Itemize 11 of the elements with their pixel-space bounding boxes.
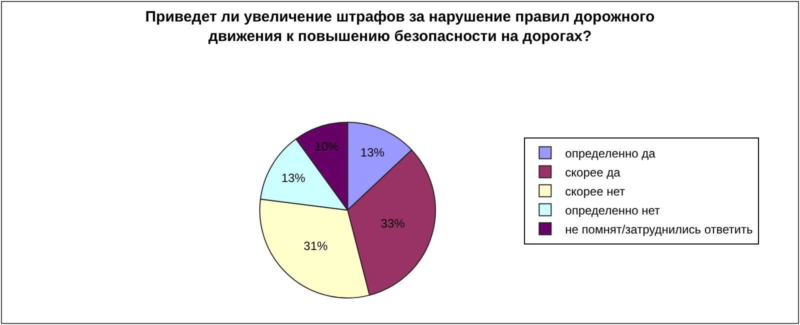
- chart-title: Приведет ли увеличение штрафов за нарушение правил дорожного движения к повышению безопасности на дорогах?: [145, 8, 655, 45]
- data-label: 33%: [380, 216, 406, 230]
- legend-label: определенно да: [565, 146, 656, 160]
- data-label: 10%: [314, 139, 340, 154]
- data-label: 13%: [281, 171, 306, 186]
- legend-label: определенно нет: [565, 203, 661, 218]
- legend-label: скорее нет: [565, 184, 626, 198]
- legend-label: не помнят/затруднились ответить: [565, 222, 753, 236]
- data-label: 31%: [304, 239, 328, 254]
- data-label: 13%: [360, 145, 385, 160]
- legend-label: скорее да: [565, 165, 621, 180]
